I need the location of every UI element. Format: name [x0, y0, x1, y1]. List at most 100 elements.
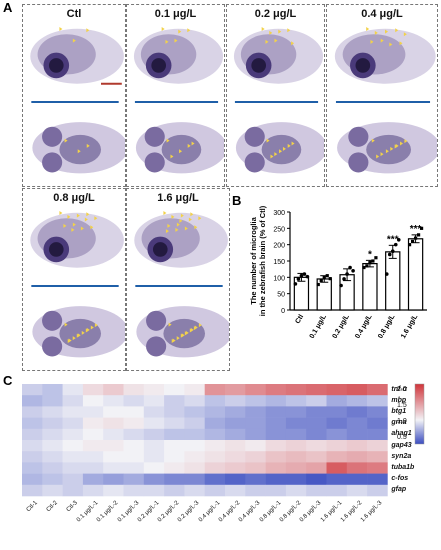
microglia-marker — [291, 41, 295, 46]
heatmap-cell — [82, 473, 104, 486]
heatmap-cell — [346, 428, 368, 441]
data-point — [371, 259, 375, 263]
microglia-marker — [94, 323, 98, 328]
y-tick-label: 200 — [273, 243, 285, 250]
panel-b-letter: B — [232, 193, 242, 208]
gene-expression-heatmap-svg — [22, 383, 425, 497]
dorsal-brain-stain — [59, 134, 101, 165]
heatmap-cell — [204, 440, 226, 452]
microglia-marker — [64, 322, 68, 327]
microglia-marker — [385, 149, 389, 154]
heatmap-cell — [367, 462, 388, 474]
group-label: 1.6 μg/L — [157, 192, 199, 204]
microglia-marker — [187, 28, 191, 33]
microglia-marker — [179, 218, 183, 223]
data-point — [390, 249, 395, 253]
heatmap-cell — [22, 484, 43, 497]
heatmap-cell — [285, 406, 307, 418]
microglia-marker — [198, 216, 202, 221]
microglia-marker — [180, 213, 184, 218]
microglia-marker — [86, 143, 90, 148]
heatmap-cell — [326, 484, 348, 497]
larva-image — [30, 26, 125, 174]
heatmap-cell — [245, 395, 266, 407]
heatmap-cell — [123, 395, 145, 407]
larva-image — [233, 26, 324, 174]
heatmap-cell — [306, 395, 327, 407]
microglia-marker — [72, 336, 76, 341]
microglia-marker — [198, 323, 202, 328]
heatmap-cell — [82, 484, 104, 497]
heatmap-cell — [82, 384, 104, 396]
gene-row-label: ahag1 — [391, 430, 412, 438]
significance-mark: *** — [387, 234, 399, 245]
heatmap-cell — [143, 384, 165, 396]
group-label: 0.2 μg/L — [254, 8, 297, 20]
significance-mark: *** — [410, 224, 422, 235]
heatmap-cell — [123, 451, 145, 463]
heatmap-cell — [123, 417, 145, 430]
heatmap-cell — [245, 462, 266, 474]
right-eye-dorsal — [42, 152, 63, 173]
data-point — [410, 239, 415, 243]
right-eye-dorsal — [146, 336, 167, 357]
bar — [362, 263, 378, 311]
heatmap-cell — [62, 384, 84, 396]
heatmap-cell — [326, 406, 348, 418]
pupil — [151, 58, 166, 73]
x-tick-label: 1.6 μg/L — [400, 313, 420, 340]
data-point — [299, 273, 304, 278]
heatmap-cell — [164, 395, 185, 407]
heatmap-cell — [22, 384, 43, 396]
microglia-marker — [400, 141, 404, 146]
heatmap-cell — [184, 406, 205, 418]
micrograph-tile: 0.2 μg/L — [226, 4, 325, 187]
heatmap-cell — [123, 384, 145, 396]
heatmap-cell — [306, 484, 327, 497]
heatmap-cell — [103, 384, 124, 396]
heatmap-cell — [62, 473, 84, 486]
heatmap-cell — [143, 406, 165, 418]
heatmap-cell — [346, 384, 368, 396]
left-eye-dorsal — [146, 310, 167, 331]
heatmap-cell — [62, 428, 84, 441]
right-eye-dorsal — [144, 152, 165, 173]
y-tick-label: 150 — [273, 259, 285, 266]
heatmap-cell — [22, 473, 43, 486]
heatmap-cell — [123, 406, 145, 418]
colorbar-tick-label: 2.0 — [397, 386, 407, 394]
heatmap-cell — [265, 440, 287, 452]
heatmap-cell — [265, 451, 287, 463]
heatmap-cell — [326, 451, 348, 463]
microglia-marker — [390, 146, 394, 151]
pupil — [48, 242, 64, 257]
microglia-marker — [376, 154, 380, 159]
heatmap-cell — [42, 417, 63, 430]
data-point — [351, 269, 355, 273]
data-point — [387, 252, 392, 257]
x-tick-label: 0.2 μg/L — [332, 313, 352, 340]
heatmap-cell — [42, 451, 63, 463]
x-tick-label: Ctl — [294, 313, 305, 325]
heatmap-cell — [22, 451, 43, 463]
micrograph-tile: 0.8 μg/L — [22, 188, 126, 371]
gene-row-label: c-fos — [391, 475, 409, 483]
heatmap-cell — [22, 440, 43, 452]
microglia-marker — [81, 330, 85, 335]
microglia-marker — [90, 225, 94, 230]
panel-a-letter: A — [3, 0, 13, 15]
heatmap-cell — [123, 440, 145, 452]
microglia-marker — [190, 212, 194, 217]
microglia-marker — [67, 214, 71, 219]
x-tick-label: 0.8 μg/L — [377, 313, 397, 340]
heatmap-cell — [143, 428, 165, 441]
heatmap-cell — [367, 451, 388, 463]
heatmap-cell — [164, 440, 185, 452]
left-eye-dorsal — [244, 126, 265, 147]
heatmap-cell — [164, 473, 185, 486]
heatmap-cell — [346, 417, 368, 430]
heatmap-cell — [164, 462, 185, 474]
right-eye-dorsal — [244, 152, 265, 173]
heatmap-cell — [306, 440, 327, 452]
microglia-marker — [168, 322, 172, 327]
